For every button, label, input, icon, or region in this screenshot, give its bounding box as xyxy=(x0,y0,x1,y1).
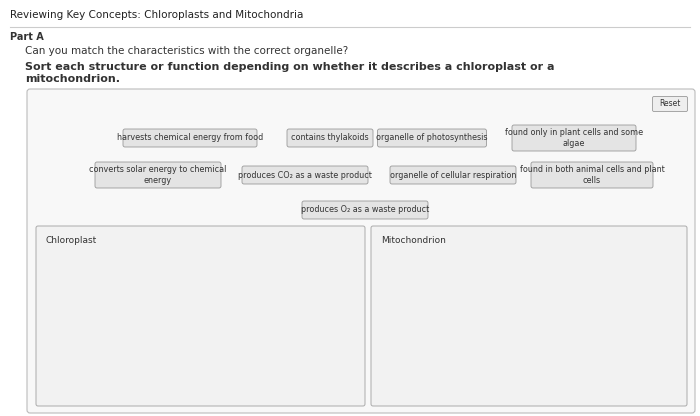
Text: converts solar energy to chemical
energy: converts solar energy to chemical energy xyxy=(90,165,227,185)
Text: Part A: Part A xyxy=(10,32,43,42)
FancyBboxPatch shape xyxy=(287,129,373,147)
FancyBboxPatch shape xyxy=(242,166,368,184)
FancyBboxPatch shape xyxy=(531,162,653,188)
Text: contains thylakoids: contains thylakoids xyxy=(291,134,369,143)
FancyBboxPatch shape xyxy=(27,89,695,413)
Text: Reset: Reset xyxy=(659,99,680,109)
Text: produces CO₂ as a waste product: produces CO₂ as a waste product xyxy=(238,171,372,179)
FancyBboxPatch shape xyxy=(377,129,486,147)
Text: found only in plant cells and some
algae: found only in plant cells and some algae xyxy=(505,128,643,148)
FancyBboxPatch shape xyxy=(390,166,516,184)
Text: found in both animal cells and plant
cells: found in both animal cells and plant cel… xyxy=(519,165,664,185)
FancyBboxPatch shape xyxy=(371,226,687,406)
FancyBboxPatch shape xyxy=(123,129,257,147)
Text: organelle of photosynthesis: organelle of photosynthesis xyxy=(377,134,488,143)
Text: Reviewing Key Concepts: Chloroplasts and Mitochondria: Reviewing Key Concepts: Chloroplasts and… xyxy=(10,10,303,20)
Text: Sort each structure or function depending on whether it describes a chloroplast : Sort each structure or function dependin… xyxy=(25,62,554,72)
FancyBboxPatch shape xyxy=(302,201,428,219)
Text: Mitochondrion: Mitochondrion xyxy=(381,236,446,245)
FancyBboxPatch shape xyxy=(95,162,221,188)
Text: produces O₂ as a waste product: produces O₂ as a waste product xyxy=(301,206,429,215)
Text: harvests chemical energy from food: harvests chemical energy from food xyxy=(117,134,263,143)
Text: Can you match the characteristics with the correct organelle?: Can you match the characteristics with t… xyxy=(25,46,349,56)
FancyBboxPatch shape xyxy=(36,226,365,406)
Text: Chloroplast: Chloroplast xyxy=(46,236,97,245)
FancyBboxPatch shape xyxy=(512,125,636,151)
FancyBboxPatch shape xyxy=(652,97,687,111)
Text: mitochondrion.: mitochondrion. xyxy=(25,74,120,84)
Text: organelle of cellular respiration: organelle of cellular respiration xyxy=(390,171,516,179)
